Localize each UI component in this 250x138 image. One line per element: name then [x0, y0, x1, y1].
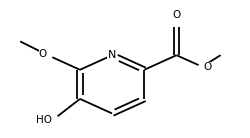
Text: O: O	[203, 62, 212, 72]
Text: HO: HO	[36, 115, 52, 125]
Text: O: O	[172, 10, 180, 20]
Text: N: N	[108, 50, 116, 60]
Text: O: O	[38, 49, 47, 59]
